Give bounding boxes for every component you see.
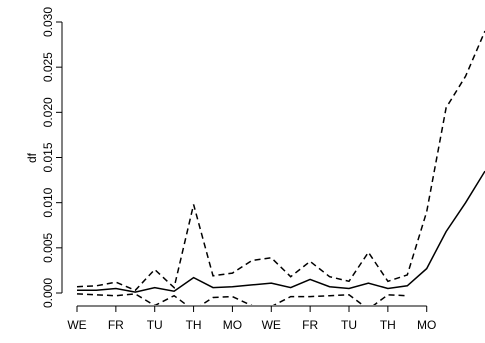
- y-tick-label: 0.020: [41, 97, 55, 127]
- x-tick-label: FR: [108, 318, 124, 332]
- y-tick-label: 0.000: [41, 278, 55, 308]
- y-tick-label: 0.015: [41, 142, 55, 172]
- x-tick-label: WE: [67, 318, 86, 332]
- y-tick-label: 0.005: [41, 232, 55, 262]
- y-tick-label: 0.010: [41, 187, 55, 217]
- series-line-solid: [77, 170, 485, 293]
- x-tick-label: WE: [262, 318, 281, 332]
- x-tick-label: TU: [341, 318, 357, 332]
- series-line-dashed-1: [76, 30, 485, 292]
- y-tick-label: 0.030: [41, 7, 55, 37]
- x-axis: WE FR TU TH MO WE FR TU TH MO: [67, 305, 436, 332]
- x-tick-label: FR: [302, 318, 318, 332]
- x-tick-label: MO: [223, 318, 242, 332]
- y-tick-label: 0.025: [41, 52, 55, 82]
- x-tick-label: TH: [380, 318, 396, 332]
- x-tick-label: TH: [186, 318, 202, 332]
- y-axis: 0.000 0.005 0.010 0.015 0.020 0.025 0.030: [41, 7, 63, 308]
- series-line-dashed-2: [76, 293, 408, 305]
- y-axis-title: df: [25, 152, 39, 163]
- series-layer: [76, 30, 485, 305]
- x-tick-label: MO: [417, 318, 436, 332]
- x-tick-label: TU: [147, 318, 163, 332]
